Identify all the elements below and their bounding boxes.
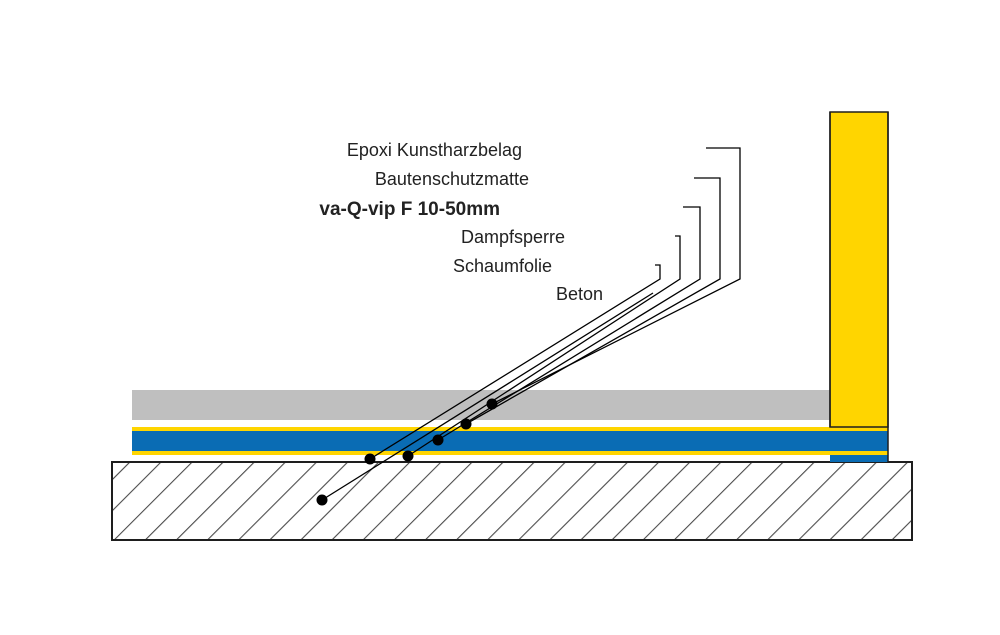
layer-vaqvip-under-wall [830, 431, 888, 462]
leader-dot-dampf [403, 451, 414, 462]
layer-dampf [132, 455, 830, 458]
label-vaqvip: va-Q-vip F 10-50mm [319, 199, 500, 220]
label-epoxi: Epoxi Kunstharzbelag [347, 140, 522, 160]
wall [830, 112, 888, 427]
layer-y2-under-wall [830, 451, 888, 455]
layer-vaqv_y2 [132, 451, 830, 455]
label-bauten: Bautenschutzmatte [375, 169, 529, 189]
leader-dot-beton [317, 495, 328, 506]
layer-vaqvip [132, 431, 830, 451]
label-dampf: Dampfsperre [461, 227, 565, 247]
concrete-slab [112, 462, 912, 540]
layer-vaqv_y1 [132, 427, 830, 431]
label-beton: Beton [556, 284, 603, 304]
leader-epoxi [492, 148, 740, 404]
label-schaum: Schaumfolie [453, 256, 552, 276]
leader-dot-schaum [365, 454, 376, 465]
layer-bauten [132, 420, 830, 427]
